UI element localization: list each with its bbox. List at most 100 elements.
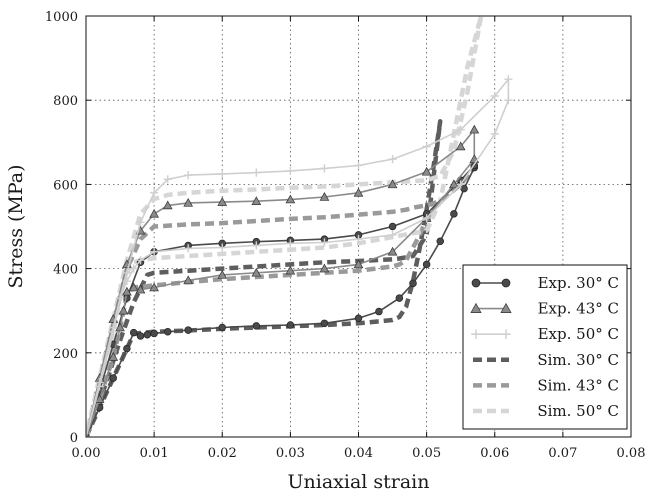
data-point [460, 184, 468, 193]
data-point [319, 192, 330, 201]
data-point [135, 284, 146, 294]
data-point [422, 260, 431, 269]
legend-marker [500, 302, 512, 313]
legend-item: Exp. 43° C [470, 300, 619, 318]
data-point [162, 200, 173, 210]
legend-label: Exp. 50° C [538, 325, 619, 343]
legend-item: Sim. 30° C [473, 351, 619, 369]
data-point [395, 294, 404, 302]
y-tick-label: 600 [53, 178, 78, 193]
series-2 [86, 124, 480, 437]
data-point [449, 179, 459, 189]
data-point [184, 171, 193, 180]
data-point [122, 268, 131, 277]
y-tick-label: 200 [53, 347, 78, 362]
legend-marker [470, 302, 482, 313]
data-point [109, 323, 118, 332]
x-tick-label: 0.05 [412, 446, 441, 461]
legend-marker [471, 278, 481, 288]
data-point [252, 322, 261, 330]
data-point [436, 237, 445, 245]
data-point [387, 179, 398, 189]
legend-marker [471, 329, 481, 339]
y-tick-label: 400 [53, 263, 78, 278]
data-point [149, 208, 159, 218]
x-tick-label: 0.04 [344, 446, 373, 461]
legend-frame [462, 264, 628, 430]
data-point [354, 314, 363, 323]
data-point [218, 323, 227, 332]
data-point [115, 293, 125, 303]
data-point [387, 246, 398, 256]
series-6 [86, 16, 484, 437]
data-point [149, 282, 159, 292]
grid [85, 15, 632, 438]
x-tick-label: 0.01 [140, 446, 169, 461]
x-tick-label: 0.06 [480, 446, 509, 461]
data-point [150, 329, 158, 338]
legend-item: Exp. 30° C [471, 274, 619, 292]
data-point [353, 259, 364, 269]
data-point [490, 129, 499, 138]
data-point [286, 321, 295, 329]
data-point [217, 269, 228, 279]
data-point [354, 161, 363, 170]
data-point [422, 142, 431, 151]
data-point [108, 352, 119, 361]
data-point [136, 256, 145, 265]
x-tick-label: 0.03 [276, 446, 305, 461]
data-point [456, 180, 465, 189]
data-point [320, 164, 329, 173]
data-point [421, 166, 432, 176]
data-point [285, 194, 296, 204]
data-point [286, 239, 295, 248]
y-tick-label: 1000 [45, 10, 78, 25]
legend-item: Exp. 50° C [471, 325, 619, 343]
x-tick-label: 0.07 [548, 446, 577, 461]
data-point [115, 322, 125, 332]
data-point [109, 374, 117, 382]
series-4 [86, 119, 443, 437]
series-1 [86, 161, 479, 437]
data-point [183, 275, 194, 285]
data-point [409, 279, 417, 288]
legend-item: Sim. 50° C [473, 402, 619, 420]
data-point [285, 265, 296, 275]
data-point [143, 330, 152, 339]
x-tick-label: 0.08 [617, 446, 646, 461]
data-point [184, 244, 193, 253]
legend-marker [501, 278, 511, 288]
data-point [129, 264, 138, 273]
data-point [455, 141, 466, 151]
legend-label: Exp. 43° C [538, 300, 619, 318]
data-point [251, 196, 262, 205]
data-point [319, 263, 330, 273]
data-point [150, 247, 159, 256]
legend-marker [501, 329, 511, 339]
y-axis-title: Stress (MPa) [5, 164, 27, 288]
data-point [469, 124, 480, 134]
data-point [504, 96, 513, 105]
legend-item: Sim. 43° C [473, 376, 619, 394]
data-point [450, 210, 458, 218]
data-point [150, 188, 159, 197]
y-tick-label: 0 [70, 431, 78, 446]
data-point [251, 267, 262, 277]
data-point [218, 243, 227, 252]
series-line [86, 119, 443, 437]
data-point [129, 328, 138, 337]
legend-label: Exp. 30° C [538, 274, 619, 292]
x-tick-label: 0.02 [208, 446, 237, 461]
series-line [86, 16, 484, 437]
legend-label: Sim. 50° C [537, 402, 619, 420]
data-point [388, 222, 397, 231]
data-point [163, 175, 172, 184]
data-point [320, 238, 329, 247]
legend: Exp. 30° C Exp. 43° C Exp. 50° C Sim. 30° C… [462, 264, 628, 430]
series-3 [86, 75, 513, 437]
data-point [118, 305, 129, 315]
data-point [504, 75, 513, 84]
data-point [128, 282, 139, 292]
